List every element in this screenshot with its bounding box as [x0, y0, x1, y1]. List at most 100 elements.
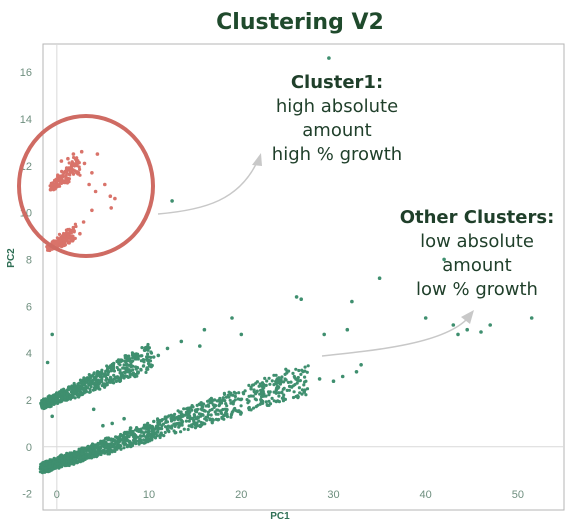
other-cluster-point [272, 383, 275, 386]
other-cluster-point [76, 461, 79, 464]
cluster1-point [90, 171, 94, 175]
other-cluster-point [177, 409, 180, 412]
cluster1-point [90, 209, 94, 213]
other-cluster-point [164, 421, 167, 424]
other-cluster-point [129, 365, 132, 368]
other-cluster-point [293, 390, 296, 393]
other-cluster-point [144, 427, 147, 430]
other-cluster-point [216, 409, 219, 412]
other-cluster-point [94, 388, 97, 391]
other-cluster-point [162, 434, 165, 437]
other-cluster-point [281, 397, 284, 400]
other-cluster-point [260, 395, 263, 398]
other-cluster-point [112, 367, 115, 370]
other-cluster-point [181, 420, 184, 423]
other-cluster-point [258, 385, 261, 388]
other-cluster-point [70, 459, 73, 462]
other-cluster-point [290, 385, 293, 388]
other-cluster-point [266, 404, 269, 407]
other-cluster-point [93, 446, 96, 449]
other-cluster-point [280, 391, 283, 394]
other-cluster-point [47, 404, 50, 407]
other-cluster-point [191, 425, 194, 428]
other-cluster-point [140, 346, 143, 349]
other-cluster-point [72, 389, 75, 392]
other-cluster-point [205, 419, 208, 422]
other-cluster-point [234, 395, 237, 398]
other-cluster-point [115, 436, 119, 440]
other-cluster-point [262, 383, 265, 386]
other-cluster-point [106, 381, 109, 384]
other-cluster-point [211, 420, 214, 423]
other-cluster-point [123, 443, 126, 446]
other-cluster-point [273, 399, 276, 402]
other-cluster-point [83, 388, 86, 391]
other-cluster-point [89, 390, 92, 393]
other-cluster-point [75, 452, 78, 455]
cluster1-point [75, 156, 78, 159]
other-cluster-point [44, 467, 47, 470]
cluster1-point [72, 172, 75, 175]
other-cluster-point [97, 443, 100, 446]
other-cluster-point [157, 354, 161, 358]
other-cluster-point [114, 441, 117, 444]
cluster1-point [87, 183, 91, 187]
cluster1-annotation-line: high % growth [272, 144, 402, 165]
other-cluster-point [191, 405, 194, 408]
other-cluster-point [217, 418, 220, 421]
other-cluster-point [296, 379, 299, 382]
other-cluster-point [144, 346, 147, 349]
other-cluster-point [128, 440, 131, 443]
cluster1-point [70, 232, 73, 235]
cluster1-point [65, 166, 68, 169]
other-cluster-point [173, 416, 176, 419]
y-tick-label: 16 [20, 67, 32, 79]
other-cluster-point [94, 381, 97, 384]
other-cluster-point [145, 437, 148, 440]
other-cluster-point [209, 401, 212, 404]
other-cluster-point [132, 439, 135, 442]
other-cluster-point [55, 457, 58, 460]
other-cluster-point [116, 366, 119, 369]
other-cluster-point [173, 413, 176, 416]
other-cluster-point [341, 375, 345, 379]
other-cluster-point [224, 408, 227, 411]
cluster1-point [78, 174, 81, 177]
other-cluster-point [136, 370, 139, 373]
other-cluster-point [49, 396, 52, 399]
other-cluster-point [199, 415, 202, 418]
other-cluster-point [95, 450, 98, 453]
other-cluster-point [278, 400, 281, 403]
other-cluster-point [234, 392, 237, 395]
other-cluster-point [139, 354, 142, 357]
other-cluster-point [242, 392, 245, 395]
other-cluster-point [156, 417, 159, 420]
other-cluster-point [131, 356, 134, 359]
x-tick-label: 30 [327, 489, 339, 501]
other-cluster-point [132, 374, 135, 377]
cluster1-point [50, 183, 53, 186]
other-cluster-point [136, 353, 139, 356]
other-cluster-point [239, 398, 242, 401]
other-cluster-point [115, 360, 118, 363]
other-cluster-point [182, 407, 185, 410]
x-tick-labels: 0 10 20 30 40 50 [54, 489, 524, 501]
other-cluster-point [164, 415, 167, 418]
cluster1-point [70, 238, 73, 241]
other-cluster-point [452, 323, 456, 327]
other-cluster-point [201, 403, 204, 406]
other-cluster-point [273, 391, 276, 394]
other-cluster-point [103, 383, 106, 386]
other-cluster-point [289, 381, 292, 384]
other-cluster-point [300, 393, 303, 396]
other-cluster-point [322, 333, 326, 337]
other-cluster-point [89, 377, 92, 380]
other-cluster-point [125, 355, 128, 358]
other-cluster-point [284, 377, 287, 380]
other-cluster-point [92, 375, 95, 378]
other-cluster-point [159, 434, 162, 437]
other-cluster-point [269, 390, 272, 393]
cluster1-point [109, 206, 113, 210]
other-cluster-point [181, 424, 184, 427]
y-tick-labels: -20246810121416 [20, 67, 32, 501]
